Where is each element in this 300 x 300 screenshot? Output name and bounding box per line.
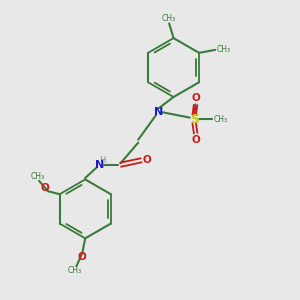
Text: CH₃: CH₃ [31,172,45,181]
Text: O: O [142,155,151,165]
Text: H: H [99,156,105,165]
Text: CH₃: CH₃ [68,266,82,275]
Text: CH₃: CH₃ [162,14,176,23]
Text: S: S [190,112,199,126]
Text: O: O [77,253,86,262]
Text: O: O [40,183,49,193]
Text: O: O [192,93,201,103]
Text: N: N [154,107,164,117]
Text: O: O [192,135,201,145]
Text: N: N [95,160,105,170]
Text: CH₃: CH₃ [214,115,228,124]
Text: CH₃: CH₃ [217,45,231,54]
